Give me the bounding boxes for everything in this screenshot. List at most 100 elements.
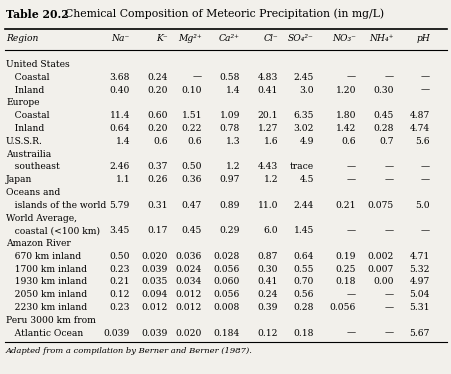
Text: Ca²⁺: Ca²⁺ — [219, 34, 239, 43]
Text: 0.039: 0.039 — [141, 265, 168, 274]
Text: 0.23: 0.23 — [109, 303, 130, 312]
Text: Austrailia: Austrailia — [6, 150, 51, 159]
Text: 0.78: 0.78 — [219, 124, 239, 133]
Text: trace: trace — [289, 162, 313, 171]
Text: 0.39: 0.39 — [257, 303, 277, 312]
Text: —: — — [346, 73, 355, 82]
Text: 1930 km inland: 1930 km inland — [6, 278, 87, 286]
Text: 6.0: 6.0 — [263, 226, 277, 235]
Text: 1.42: 1.42 — [335, 124, 355, 133]
Text: 0.22: 0.22 — [181, 124, 202, 133]
Text: 0.12: 0.12 — [109, 290, 130, 299]
Text: U.S.S.R.: U.S.S.R. — [6, 137, 43, 146]
Text: 0.056: 0.056 — [213, 290, 239, 299]
Text: 0.45: 0.45 — [373, 111, 393, 120]
Text: 0.094: 0.094 — [142, 290, 168, 299]
Text: SO₄²⁻: SO₄²⁻ — [287, 34, 313, 43]
Text: 0.17: 0.17 — [147, 226, 168, 235]
Text: 0.039: 0.039 — [141, 329, 168, 338]
Text: 1.3: 1.3 — [225, 137, 239, 146]
Text: 0.020: 0.020 — [141, 252, 168, 261]
Text: 0.41: 0.41 — [257, 278, 277, 286]
Text: 1.2: 1.2 — [225, 162, 239, 171]
Text: 1.4: 1.4 — [115, 137, 130, 146]
Text: 0.060: 0.060 — [213, 278, 239, 286]
Text: 4.83: 4.83 — [257, 73, 277, 82]
Text: Coastal: Coastal — [6, 111, 50, 120]
Text: 0.056: 0.056 — [213, 265, 239, 274]
Text: Inland: Inland — [6, 86, 44, 95]
Text: pH: pH — [415, 34, 429, 43]
Text: 0.6: 0.6 — [187, 137, 202, 146]
Text: 1.45: 1.45 — [293, 226, 313, 235]
Text: 4.87: 4.87 — [409, 111, 429, 120]
Text: 1.4: 1.4 — [225, 86, 239, 95]
Text: —: — — [420, 86, 429, 95]
Text: 0.40: 0.40 — [110, 86, 130, 95]
Text: southeast: southeast — [6, 162, 60, 171]
Text: Adapted from a compilation by Berner and Berner (1987).: Adapted from a compilation by Berner and… — [6, 347, 252, 355]
Text: —: — — [384, 73, 393, 82]
Text: 11.4: 11.4 — [110, 111, 130, 120]
Text: 6.35: 6.35 — [293, 111, 313, 120]
Text: 2050 km inland: 2050 km inland — [6, 290, 87, 299]
Text: 2230 km inland: 2230 km inland — [6, 303, 87, 312]
Text: 0.6: 0.6 — [153, 137, 168, 146]
Text: 3.45: 3.45 — [110, 226, 130, 235]
Text: 0.28: 0.28 — [373, 124, 393, 133]
Text: 1.51: 1.51 — [181, 111, 202, 120]
Text: 0.24: 0.24 — [147, 73, 168, 82]
Text: Table 20.2: Table 20.2 — [6, 9, 69, 19]
Text: 0.37: 0.37 — [147, 162, 168, 171]
Text: —: — — [384, 162, 393, 171]
Text: 0.024: 0.024 — [175, 265, 202, 274]
Text: —: — — [346, 175, 355, 184]
Text: 0.075: 0.075 — [367, 201, 393, 210]
Text: 0.028: 0.028 — [213, 252, 239, 261]
Text: 0.50: 0.50 — [181, 162, 202, 171]
Text: 0.56: 0.56 — [293, 290, 313, 299]
Text: —: — — [384, 329, 393, 338]
Text: —: — — [346, 290, 355, 299]
Text: Atlantic Ocean: Atlantic Ocean — [6, 329, 83, 338]
Text: —: — — [420, 175, 429, 184]
Text: 0.97: 0.97 — [219, 175, 239, 184]
Text: 0.41: 0.41 — [257, 86, 277, 95]
Text: 0.034: 0.034 — [175, 278, 202, 286]
Text: 11.0: 11.0 — [257, 201, 277, 210]
Text: 4.97: 4.97 — [409, 278, 429, 286]
Text: 0.7: 0.7 — [379, 137, 393, 146]
Text: 0.58: 0.58 — [219, 73, 239, 82]
Text: 0.036: 0.036 — [175, 252, 202, 261]
Text: 4.71: 4.71 — [409, 252, 429, 261]
Text: 1.6: 1.6 — [263, 137, 277, 146]
Text: 2.46: 2.46 — [110, 162, 130, 171]
Text: 0.64: 0.64 — [110, 124, 130, 133]
Text: islands of the world: islands of the world — [6, 201, 106, 210]
Text: Chemical Composition of Meteoric Precipitation (in mg/L): Chemical Composition of Meteoric Precipi… — [58, 9, 383, 19]
Text: 0.012: 0.012 — [175, 303, 202, 312]
Text: 0.039: 0.039 — [103, 329, 130, 338]
Text: 3.68: 3.68 — [109, 73, 130, 82]
Text: 0.24: 0.24 — [257, 290, 277, 299]
Text: United States: United States — [6, 60, 69, 69]
Text: 0.10: 0.10 — [181, 86, 202, 95]
Text: 0.47: 0.47 — [181, 201, 202, 210]
Text: Mg²⁺: Mg²⁺ — [178, 34, 202, 43]
Text: 0.21: 0.21 — [335, 201, 355, 210]
Text: —: — — [193, 73, 202, 82]
Text: 0.55: 0.55 — [293, 265, 313, 274]
Text: 4.9: 4.9 — [299, 137, 313, 146]
Text: 0.008: 0.008 — [213, 303, 239, 312]
Text: Oceans and: Oceans and — [6, 188, 60, 197]
Text: 3.02: 3.02 — [293, 124, 313, 133]
Text: —: — — [384, 226, 393, 235]
Text: 1.09: 1.09 — [219, 111, 239, 120]
Text: Amazon River: Amazon River — [6, 239, 71, 248]
Text: 0.23: 0.23 — [109, 265, 130, 274]
Text: 0.012: 0.012 — [141, 303, 168, 312]
Text: 5.31: 5.31 — [409, 303, 429, 312]
Text: —: — — [420, 73, 429, 82]
Text: —: — — [346, 162, 355, 171]
Text: 5.0: 5.0 — [414, 201, 429, 210]
